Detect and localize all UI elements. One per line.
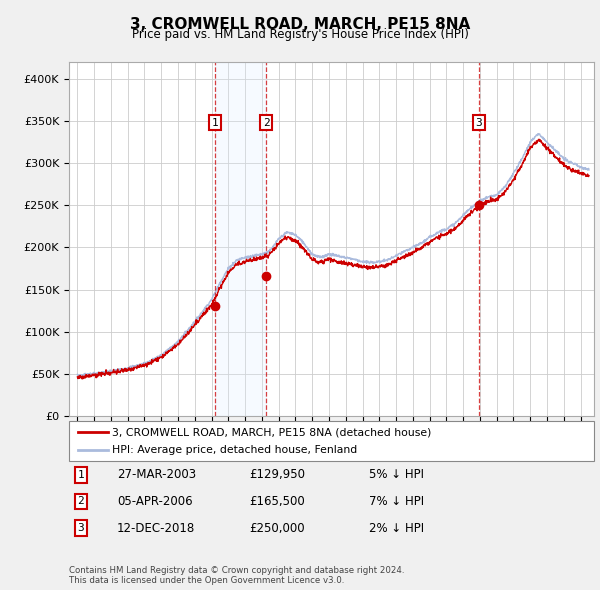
Text: 05-APR-2006: 05-APR-2006 xyxy=(117,495,193,508)
Text: 3: 3 xyxy=(476,117,482,127)
Text: £250,000: £250,000 xyxy=(249,522,305,535)
Text: 2% ↓ HPI: 2% ↓ HPI xyxy=(369,522,424,535)
Text: 3, CROMWELL ROAD, MARCH, PE15 8NA (detached house): 3, CROMWELL ROAD, MARCH, PE15 8NA (detac… xyxy=(112,428,431,438)
Bar xyxy=(215,62,266,416)
Text: 27-MAR-2003: 27-MAR-2003 xyxy=(117,468,196,481)
Text: 5% ↓ HPI: 5% ↓ HPI xyxy=(369,468,424,481)
Text: 2: 2 xyxy=(263,117,269,127)
Text: 2: 2 xyxy=(77,497,85,506)
Text: Contains HM Land Registry data © Crown copyright and database right 2024.
This d: Contains HM Land Registry data © Crown c… xyxy=(69,566,404,585)
Text: HPI: Average price, detached house, Fenland: HPI: Average price, detached house, Fenl… xyxy=(112,445,358,455)
Text: 7% ↓ HPI: 7% ↓ HPI xyxy=(369,495,424,508)
Text: 3: 3 xyxy=(77,523,85,533)
Text: 1: 1 xyxy=(77,470,85,480)
Text: 3, CROMWELL ROAD, MARCH, PE15 8NA: 3, CROMWELL ROAD, MARCH, PE15 8NA xyxy=(130,17,470,31)
Text: 1: 1 xyxy=(212,117,218,127)
Text: Price paid vs. HM Land Registry's House Price Index (HPI): Price paid vs. HM Land Registry's House … xyxy=(131,28,469,41)
Text: £129,950: £129,950 xyxy=(249,468,305,481)
Text: 12-DEC-2018: 12-DEC-2018 xyxy=(117,522,195,535)
Text: £165,500: £165,500 xyxy=(249,495,305,508)
